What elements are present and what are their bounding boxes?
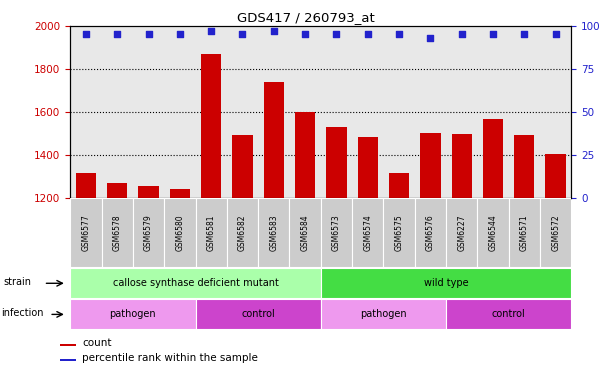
- Text: GSM6580: GSM6580: [175, 214, 185, 251]
- Point: [519, 31, 529, 37]
- Text: control: control: [241, 309, 275, 320]
- Bar: [509, 198, 540, 267]
- Point: [363, 31, 373, 37]
- Point: [144, 31, 153, 37]
- Point: [238, 31, 247, 37]
- Point: [425, 35, 435, 41]
- Text: GSM6544: GSM6544: [489, 214, 497, 251]
- Text: GSM6571: GSM6571: [520, 214, 529, 251]
- Bar: [477, 198, 509, 267]
- Point: [488, 31, 498, 37]
- Bar: [70, 268, 321, 298]
- Bar: [326, 127, 346, 198]
- Point: [332, 31, 342, 37]
- Text: pathogen: pathogen: [360, 309, 407, 320]
- Text: GSM6579: GSM6579: [144, 214, 153, 251]
- Bar: [101, 198, 133, 267]
- Bar: [290, 198, 321, 267]
- Bar: [263, 82, 284, 198]
- Bar: [352, 198, 384, 267]
- Text: GSM6576: GSM6576: [426, 214, 435, 251]
- Text: GSM6575: GSM6575: [395, 214, 403, 251]
- Point: [300, 31, 310, 37]
- Bar: [546, 154, 566, 198]
- Bar: [133, 198, 164, 267]
- Point: [207, 28, 216, 34]
- Bar: [232, 135, 253, 198]
- Text: strain: strain: [4, 277, 32, 287]
- Bar: [164, 198, 196, 267]
- Bar: [70, 299, 196, 329]
- Bar: [514, 135, 535, 198]
- Text: GSM6582: GSM6582: [238, 214, 247, 251]
- Point: [175, 31, 185, 37]
- Text: GDS417 / 260793_at: GDS417 / 260793_at: [236, 11, 375, 24]
- Bar: [107, 183, 128, 198]
- Text: infection: infection: [1, 308, 44, 318]
- Point: [81, 31, 91, 37]
- Bar: [483, 119, 503, 198]
- Bar: [540, 198, 571, 267]
- Point: [394, 31, 404, 37]
- Bar: [389, 173, 409, 198]
- Bar: [321, 299, 446, 329]
- Bar: [201, 54, 221, 198]
- Text: percentile rank within the sample: percentile rank within the sample: [82, 353, 258, 363]
- Bar: [60, 344, 76, 346]
- Text: GSM6572: GSM6572: [551, 214, 560, 251]
- Text: pathogen: pathogen: [109, 309, 156, 320]
- Text: GSM6574: GSM6574: [364, 214, 372, 251]
- Bar: [258, 198, 290, 267]
- Bar: [196, 299, 321, 329]
- Text: GSM6227: GSM6227: [457, 214, 466, 251]
- Text: GSM6577: GSM6577: [81, 214, 90, 251]
- Bar: [170, 190, 190, 198]
- Bar: [357, 137, 378, 198]
- Bar: [446, 299, 571, 329]
- Bar: [452, 134, 472, 198]
- Bar: [415, 198, 446, 267]
- Bar: [227, 198, 258, 267]
- Text: GSM6578: GSM6578: [113, 214, 122, 251]
- Bar: [60, 359, 76, 361]
- Text: count: count: [82, 338, 111, 348]
- Bar: [420, 133, 441, 198]
- Text: wild type: wild type: [423, 278, 469, 288]
- Text: GSM6573: GSM6573: [332, 214, 341, 251]
- Bar: [321, 198, 352, 267]
- Text: GSM6581: GSM6581: [207, 214, 216, 251]
- Bar: [384, 198, 415, 267]
- Text: callose synthase deficient mutant: callose synthase deficient mutant: [112, 278, 279, 288]
- Point: [551, 31, 560, 37]
- Bar: [446, 198, 477, 267]
- Bar: [70, 198, 101, 267]
- Bar: [138, 186, 159, 198]
- Point: [457, 31, 467, 37]
- Bar: [321, 268, 571, 298]
- Point: [269, 28, 279, 34]
- Bar: [196, 198, 227, 267]
- Text: control: control: [492, 309, 525, 320]
- Point: [112, 31, 122, 37]
- Bar: [76, 173, 96, 198]
- Bar: [295, 112, 315, 198]
- Text: GSM6583: GSM6583: [269, 214, 278, 251]
- Text: GSM6584: GSM6584: [301, 214, 310, 251]
